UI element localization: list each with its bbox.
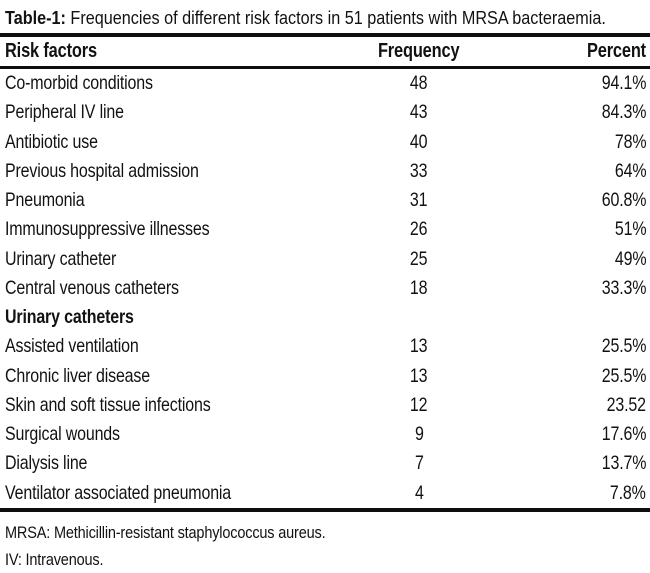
table-row: Co-morbid conditions 48 94.1%	[0, 69, 650, 98]
bottom-rule	[0, 507, 650, 512]
percent-cell: 25.5%	[601, 335, 646, 358]
table-header-row: Risk factors Frequency Percent	[0, 37, 650, 66]
table-row: Surgical wounds 9 17.6%	[0, 420, 650, 449]
percent-cell: 13.7%	[601, 452, 646, 475]
table-row: Immunosuppressive illnesses 26 51%	[0, 215, 650, 244]
frequency-cell: 33	[410, 159, 428, 182]
risk-factor-cell: Immunosuppressive illnesses	[5, 218, 210, 241]
frequency-cell: 43	[410, 101, 428, 124]
table-row: Antibiotic use 40 78%	[0, 128, 650, 157]
percent-cell: 7.8%	[610, 481, 646, 504]
header-rule	[0, 66, 650, 69]
percent-cell: 60.8%	[601, 189, 646, 212]
top-rule	[0, 33, 650, 37]
column-header-percent: Percent	[586, 40, 646, 62]
table-row: Skin and soft tissue infections 12 23.52	[0, 391, 650, 420]
percent-cell: 49%	[614, 247, 646, 270]
footnote-iv: IV: Intravenous.	[5, 550, 104, 569]
frequency-cell: 7	[414, 452, 424, 475]
column-header-risk-factors: Risk factors	[5, 40, 97, 62]
percent-cell: 78%	[614, 130, 646, 153]
table-row: Chronic liver disease 13 25.5%	[0, 362, 650, 391]
frequency-cell: 48	[410, 72, 428, 95]
risk-factor-cell: Central venous catheters	[5, 276, 179, 299]
risk-factor-cell: Assisted ventilation	[5, 335, 139, 358]
risk-factor-cell: Skin and soft tissue infections	[5, 393, 211, 416]
percent-cell	[494, 306, 646, 329]
table-row: Assisted ventilation 13 25.5%	[0, 332, 650, 361]
percent-cell: 23.52	[606, 393, 646, 416]
risk-factor-cell: Co-morbid conditions	[5, 72, 153, 95]
frequency-cell: 18	[410, 276, 428, 299]
table-body: Co-morbid conditions 48 94.1% Peripheral…	[0, 69, 650, 508]
table-caption-label: Table-1:	[5, 8, 66, 28]
risk-factor-cell: Surgical wounds	[5, 423, 120, 446]
percent-cell: 84.3%	[601, 101, 646, 124]
percent-cell: 25.5%	[601, 364, 646, 387]
risk-factor-cell: Ventilator associated pneumonia	[5, 481, 232, 504]
frequency-cell: 12	[410, 393, 428, 416]
footnotes: MRSA: Methicillin-resistant staphylococc…	[0, 512, 650, 573]
risk-factor-cell: Peripheral IV line	[5, 101, 124, 124]
table-row: Central venous catheters 18 33.3%	[0, 274, 650, 303]
frequency-cell: 40	[410, 130, 428, 153]
frequency-cell	[344, 306, 494, 329]
percent-cell: 64%	[614, 159, 646, 182]
table-caption: Table-1: Frequencies of different risk f…	[0, 0, 650, 33]
table-row: Urinary catheter 25 49%	[0, 245, 650, 274]
risk-factor-cell: Urinary catheter	[5, 247, 117, 270]
column-header-frequency: Frequency	[378, 40, 460, 62]
footnote-mrsa: MRSA: Methicillin-resistant staphylococc…	[5, 523, 326, 542]
frequency-cell: 13	[410, 335, 428, 358]
percent-cell: 33.3%	[601, 276, 646, 299]
percent-cell: 17.6%	[601, 423, 646, 446]
percent-cell: 94.1%	[601, 72, 646, 95]
table-row: Urinary catheters	[0, 303, 650, 332]
table-row: Peripheral IV line 43 84.3%	[0, 98, 650, 127]
risk-factor-cell: Urinary catheters	[5, 306, 134, 329]
risk-factor-cell: Dialysis line	[5, 452, 88, 475]
frequency-cell: 13	[410, 364, 428, 387]
frequency-cell: 26	[410, 218, 428, 241]
frequency-cell: 4	[414, 481, 424, 504]
frequency-cell: 9	[414, 423, 424, 446]
risk-factor-cell: Previous hospital admission	[5, 159, 199, 182]
risk-factor-cell: Pneumonia	[5, 189, 85, 212]
percent-cell: 51%	[614, 218, 646, 241]
table-row: Pneumonia 31 60.8%	[0, 186, 650, 215]
table-row: Ventilator associated pneumonia 4 7.8%	[0, 479, 650, 508]
table-row: Previous hospital admission 33 64%	[0, 157, 650, 186]
risk-factor-cell: Chronic liver disease	[5, 364, 150, 387]
frequency-cell: 31	[410, 189, 428, 212]
table-caption-inner: Table-1: Frequencies of different risk f…	[5, 8, 606, 28]
frequency-cell: 25	[410, 247, 428, 270]
table-row: Dialysis line 7 13.7%	[0, 449, 650, 478]
risk-factor-cell: Antibiotic use	[5, 130, 98, 153]
table-caption-text: Frequencies of different risk factors in…	[70, 8, 606, 28]
